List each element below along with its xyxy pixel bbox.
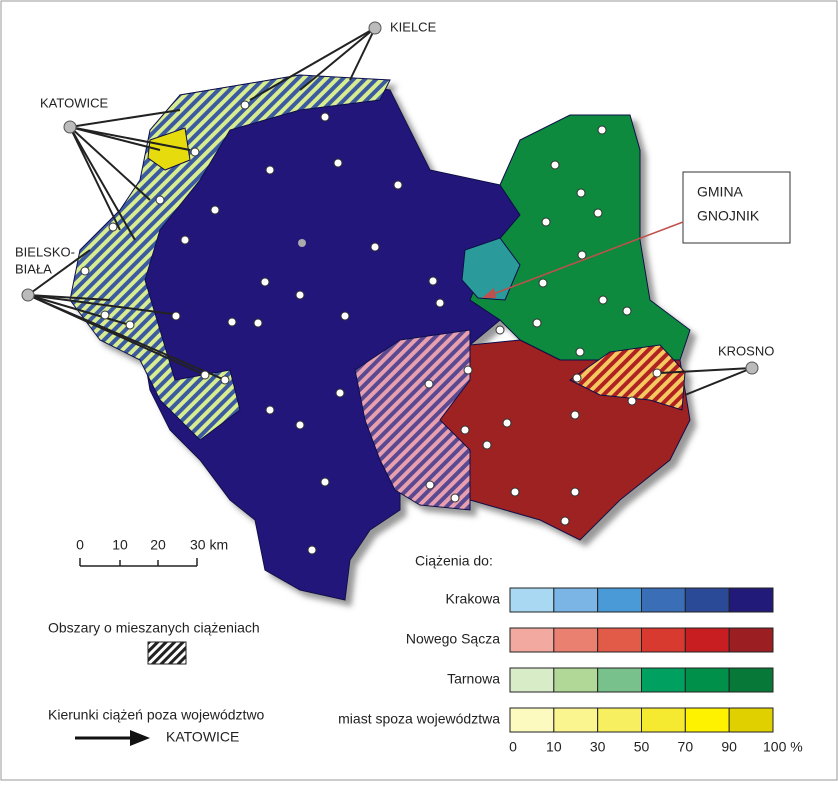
scale-bar [79,558,198,567]
legend-swatch [553,627,599,653]
capital-dot [298,239,306,247]
scale-label: 30 km [190,537,228,553]
city-label: KATOWICE [40,95,108,110]
city-label: KIELCE [390,19,437,34]
gnojnik-area [461,237,521,301]
map-regions [69,74,691,601]
legend-swatch [728,587,774,613]
legend-row-label: miast spoza województwa [338,711,500,727]
legend-swatch [641,627,686,653]
direction-lines [27,27,753,396]
legend-scale-label: 50 [634,739,650,755]
legend-swatch [509,627,555,653]
legend-scale-label: 100 % [763,739,803,755]
mixed-west [69,74,391,441]
legend-swatch [641,707,686,733]
mixed-label: Obszary o mieszanych ciążeniach [48,620,260,636]
legend-swatch [641,587,686,613]
legend-swatch [597,707,643,733]
mixed-east [569,344,686,411]
legend-row-label: Nowego Sącza [406,631,500,647]
legend-swatch [684,707,730,733]
centroid-dots [80,100,662,555]
legend-row-label: Krakowa [446,591,501,607]
legend-swatch [553,667,599,693]
annotation-box [682,171,791,244]
directions-example: KATOWICE [166,729,239,745]
scale-label: 0 [76,537,84,553]
legend-swatch [553,587,599,613]
annotation-text: GMINA [697,184,744,200]
legend-row-label: Tarnowa [447,671,500,687]
mixed-swatch [147,641,187,665]
legend-scale-label: 30 [590,739,606,755]
annotation-text: GNOJNIK [697,208,760,224]
legend-swatch [597,587,643,613]
legend-swatch [728,627,774,653]
legend-swatch [509,587,555,613]
scale-label: 10 [112,537,128,553]
legend-scale-label: 0 [509,739,517,755]
city-label: KROSNO [718,343,774,358]
legend-swatch [728,667,774,693]
scale-label: 20 [150,537,166,553]
legend-scale-label: 10 [546,739,562,755]
legend-swatch [684,667,730,693]
legend-swatch [641,667,686,693]
legend-swatch [509,667,555,693]
legend-swatch [684,627,730,653]
direction-arrowhead [130,730,150,746]
annotation-arrowhead [482,288,496,298]
yellow-area [147,127,191,171]
legend-swatch [597,627,643,653]
legend-swatch [597,667,643,693]
city-markers [21,21,759,375]
legend: Krakowa Nowego Sącza Tarnowa miast spoza wo… [338,587,803,755]
city-label: BIELSKO- [15,244,75,259]
legend-scale-label: 90 [721,739,737,755]
legend-swatch [684,587,730,613]
directions-label: Kierunki ciążeń poza województwo [48,707,265,723]
legend-swatch [728,707,774,733]
city-label: BIAŁA [15,261,52,276]
legend-swatch [553,707,599,733]
annotation-arrow [487,221,684,297]
legend-title: Ciążenia do: [415,553,493,569]
legend-scale-label: 70 [678,739,694,755]
legend-swatch [509,707,555,733]
